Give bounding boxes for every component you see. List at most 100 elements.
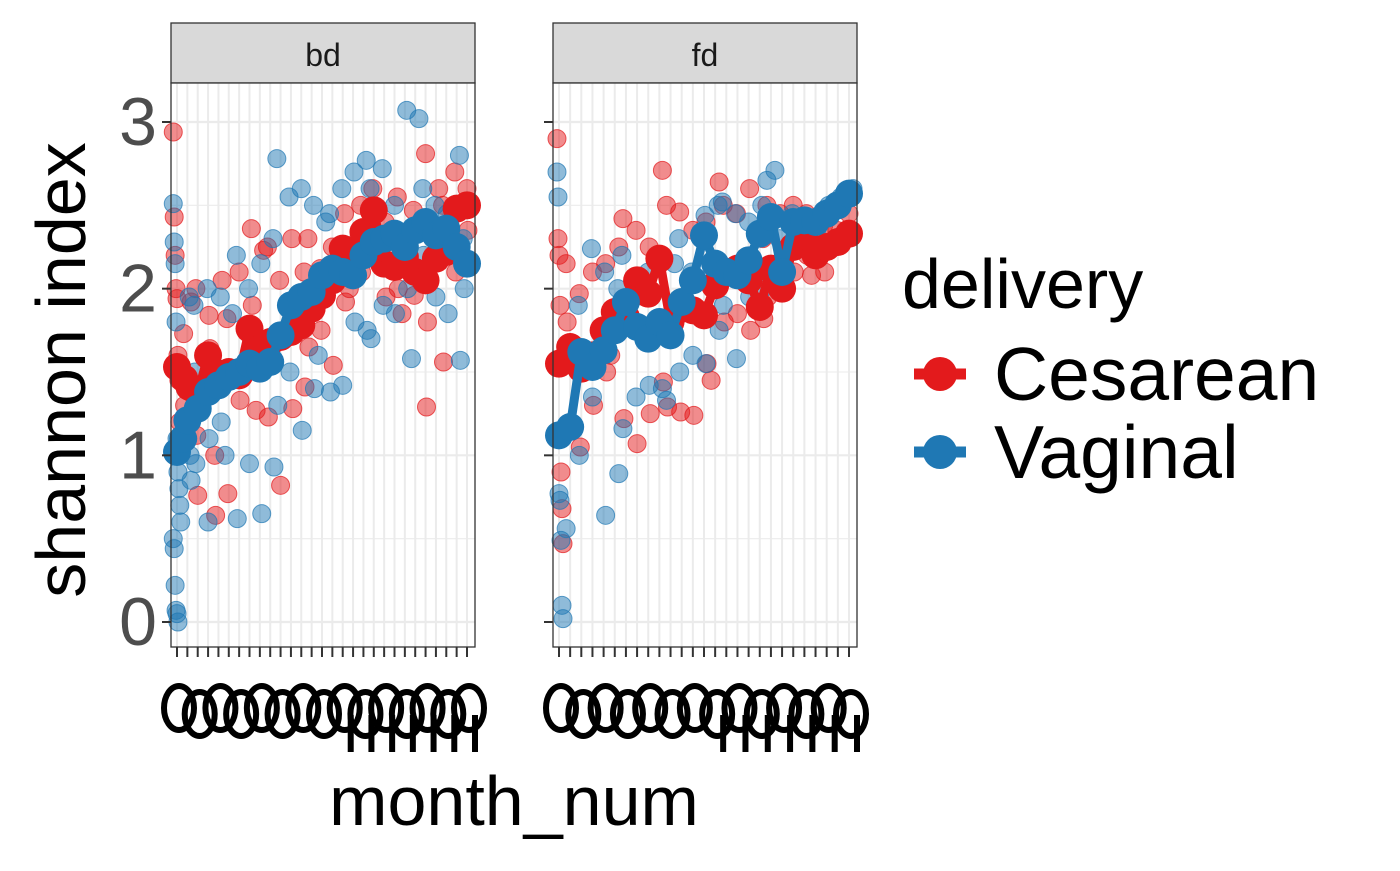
data-point <box>696 354 716 374</box>
data-point <box>267 149 287 169</box>
data-point <box>171 512 191 532</box>
x-tick-label <box>223 689 260 739</box>
mean-marker <box>734 246 763 275</box>
data-point <box>320 204 340 224</box>
mean-marker <box>690 301 718 330</box>
mean-marker <box>611 288 640 316</box>
data-point <box>323 355 343 375</box>
data-point <box>740 179 760 199</box>
data-point <box>548 229 568 249</box>
data-point <box>215 445 235 465</box>
data-point <box>292 420 312 440</box>
data-point <box>433 352 453 372</box>
data-point <box>551 462 571 482</box>
data-point <box>251 254 271 274</box>
data-point <box>332 179 352 199</box>
data-point <box>757 170 777 190</box>
x-tick-label <box>699 689 736 739</box>
data-point <box>657 390 677 410</box>
facet-strip <box>170 22 476 84</box>
data-point <box>199 429 219 449</box>
data-point <box>712 192 732 212</box>
mean-marker <box>835 179 863 208</box>
data-point <box>163 122 183 142</box>
x-tick-label <box>654 689 691 739</box>
data-point <box>701 370 721 390</box>
data-point <box>218 484 238 504</box>
data-point <box>227 509 247 529</box>
data-point <box>356 150 376 170</box>
facet-strip <box>552 22 858 84</box>
data-point <box>556 254 576 274</box>
data-point <box>252 504 272 524</box>
data-point <box>211 412 231 432</box>
x-tick-label <box>388 689 425 739</box>
data-point <box>198 512 218 532</box>
data-point <box>223 304 243 324</box>
data-point <box>270 270 290 290</box>
x-tick-label <box>609 689 646 739</box>
data-point <box>569 445 589 465</box>
data-point <box>230 390 250 410</box>
data-point <box>268 395 288 415</box>
data-point <box>684 405 704 425</box>
y-tick-label: 0 <box>119 584 157 660</box>
data-point <box>612 245 632 265</box>
data-point <box>627 434 647 454</box>
data-point <box>164 539 184 559</box>
data-point <box>401 349 421 369</box>
data-point <box>186 454 206 474</box>
data-point <box>271 475 291 495</box>
data-point <box>595 262 615 282</box>
legend: delivery Cesarean Vaginal <box>902 245 1319 494</box>
x-tick-label <box>833 689 869 739</box>
x-tick-label <box>543 683 579 733</box>
data-point <box>239 279 259 299</box>
x-tick-label <box>676 683 713 733</box>
data-point <box>308 345 328 365</box>
data-point <box>640 404 660 424</box>
mean-marker <box>453 249 481 278</box>
data-point <box>449 145 469 165</box>
data-point <box>413 179 433 199</box>
x-tick-label <box>721 683 758 733</box>
data-point <box>385 195 404 215</box>
data-point <box>226 245 246 265</box>
x-tick-label <box>788 689 825 739</box>
legend-title: delivery <box>902 245 1143 323</box>
data-point <box>613 419 633 439</box>
data-point <box>242 295 262 315</box>
data-point <box>280 362 300 382</box>
data-point <box>626 387 646 407</box>
data-point <box>445 162 465 182</box>
x-tick-label <box>409 683 446 733</box>
x-tick-label <box>202 683 239 733</box>
data-point <box>166 312 186 332</box>
y-tick-label: 3 <box>119 84 157 160</box>
mean-marker <box>453 191 481 220</box>
mean-marker <box>656 321 685 350</box>
data-point <box>361 329 381 349</box>
mean-marker <box>667 288 696 316</box>
data-point <box>550 490 570 510</box>
data-point <box>547 129 567 149</box>
mean-marker <box>359 196 388 225</box>
data-point <box>581 239 601 259</box>
data-point <box>385 304 405 324</box>
mean-marker <box>645 244 674 273</box>
legend-label-cesarean: Cesarean <box>994 332 1319 416</box>
legend-item-cesarean: Cesarean <box>914 332 1319 416</box>
data-point <box>548 187 568 207</box>
facet-panel-bd: bd 0 1 2 3 <box>119 22 487 752</box>
x-tick-label <box>347 689 384 739</box>
data-point <box>164 232 184 252</box>
data-point <box>550 295 570 315</box>
data-point <box>652 160 672 180</box>
legend-key-dot-vaginal <box>923 435 957 469</box>
x-tick-label <box>161 683 197 733</box>
x-tick-label <box>565 689 602 739</box>
data-point <box>596 505 616 525</box>
data-point <box>709 320 729 340</box>
data-point <box>726 349 746 369</box>
